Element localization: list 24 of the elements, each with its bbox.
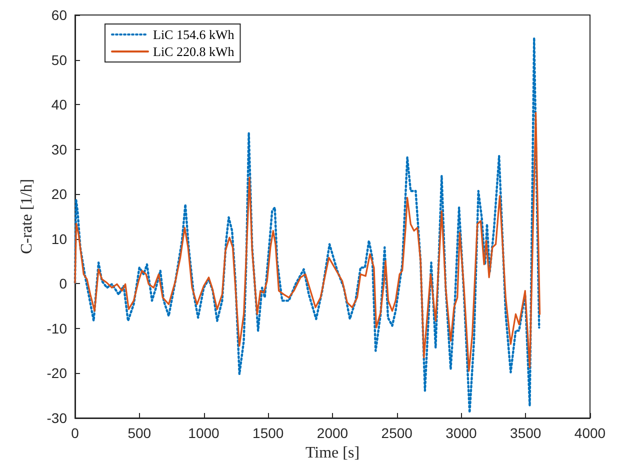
- x-tick-label: 1000: [188, 425, 220, 441]
- x-tick-label: 2000: [316, 425, 348, 441]
- legend-label: LiC 154.6 kWh: [153, 27, 235, 42]
- x-tick-label: 500: [128, 425, 152, 441]
- y-tick-label: 20: [51, 186, 68, 202]
- y-tick-label: 50: [51, 52, 68, 68]
- y-tick-label: 30: [51, 141, 68, 158]
- x-tick-label: 4000: [574, 425, 606, 441]
- y-tick-label: 40: [51, 96, 68, 113]
- legend-label: LiC 220.8 kWh: [153, 44, 235, 59]
- x-axis-title: Time [s]: [305, 444, 360, 462]
- x-tick-label: 2500: [381, 425, 413, 441]
- x-tick-label: 3000: [446, 425, 478, 441]
- y-tick-label: 60: [51, 7, 68, 23]
- x-tick-label: 0: [71, 425, 80, 441]
- y-tick-label: 10: [51, 230, 68, 247]
- x-tick-label: 1500: [252, 425, 284, 441]
- y-axis-title: C-rate [1/h]: [18, 178, 36, 254]
- y-tick-label: -20: [46, 365, 68, 382]
- y-tick-label: -30: [46, 410, 68, 426]
- y-tick-label: -10: [46, 320, 68, 336]
- y-tick-label: 0: [59, 276, 68, 292]
- x-tick-label: 3500: [510, 425, 542, 441]
- line-series: [74, 112, 541, 372]
